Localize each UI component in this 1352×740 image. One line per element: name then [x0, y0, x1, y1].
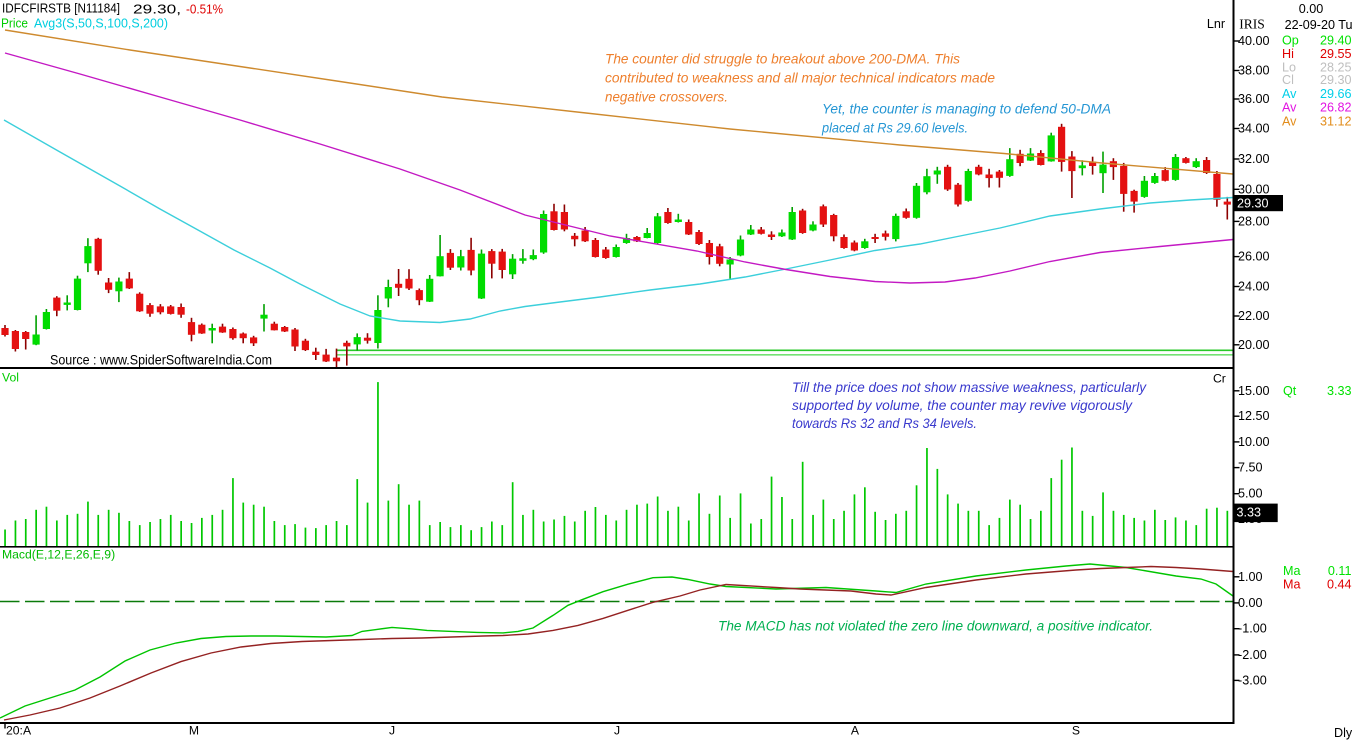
- svg-text:-3.00: -3.00: [1238, 673, 1267, 687]
- svg-text:-0.51%: -0.51%: [186, 2, 223, 17]
- svg-text:IDFCFIRSTB [N11184]: IDFCFIRSTB [N11184]: [2, 2, 120, 16]
- svg-text:Lnr: Lnr: [1207, 17, 1225, 31]
- svg-text:Source : www.SpiderSoftwareInd: Source : www.SpiderSoftwareIndia.Com: [50, 353, 272, 368]
- svg-text:Ma: Ma: [1283, 577, 1301, 591]
- svg-text:12.50: 12.50: [1238, 409, 1270, 423]
- svg-text:7.50: 7.50: [1238, 461, 1263, 475]
- svg-text:3.33: 3.33: [1237, 506, 1262, 520]
- svg-text:Lo: Lo: [1282, 61, 1296, 75]
- svg-text:Av: Av: [1282, 87, 1297, 101]
- svg-text:38.00: 38.00: [1238, 64, 1270, 78]
- svg-text:20.00: 20.00: [1238, 338, 1270, 352]
- svg-text:Hi: Hi: [1282, 47, 1294, 61]
- svg-text:The counter did struggle to br: The counter did struggle to breakout abo…: [605, 51, 960, 67]
- svg-text:0.44: 0.44: [1327, 577, 1352, 591]
- svg-text:Till the price does not show m: Till the price does not show massive wea…: [792, 380, 1147, 395]
- svg-text:placed at Rs 29.60 levels.: placed at Rs 29.60 levels.: [821, 120, 968, 136]
- svg-text:Vol: Vol: [2, 371, 19, 385]
- svg-text:29.30: 29.30: [1320, 73, 1352, 87]
- svg-text:28.25: 28.25: [1320, 61, 1352, 75]
- svg-text:Avg3(S,50,S,100,S,200): Avg3(S,50,S,100,S,200): [34, 16, 168, 31]
- svg-text:29.66: 29.66: [1320, 87, 1352, 101]
- svg-text:36.00: 36.00: [1238, 92, 1270, 106]
- svg-text:Cr: Cr: [1213, 372, 1226, 386]
- svg-text:3.33: 3.33: [1327, 384, 1352, 398]
- svg-text:24.00: 24.00: [1238, 280, 1270, 294]
- svg-text:contributed to weakness and al: contributed to weakness and all major te…: [605, 70, 995, 86]
- svg-text:Price: Price: [1, 16, 28, 31]
- svg-text:40.00: 40.00: [1238, 34, 1270, 48]
- svg-text:29.40: 29.40: [1320, 34, 1352, 48]
- svg-text:-2.00: -2.00: [1238, 648, 1267, 662]
- svg-text:S: S: [1072, 724, 1080, 738]
- svg-text:5.00: 5.00: [1238, 487, 1263, 501]
- svg-text:22-09-20 Tue: 22-09-20 Tue: [1285, 18, 1352, 32]
- svg-text:negative crossovers.: negative crossovers.: [605, 89, 728, 105]
- svg-text:26.00: 26.00: [1238, 250, 1270, 264]
- svg-text:Dly: Dly: [1334, 726, 1352, 740]
- svg-text:Macd(E,12,E,26,E,9): Macd(E,12,E,26,E,9): [2, 548, 115, 562]
- svg-text:31.12: 31.12: [1320, 115, 1352, 129]
- svg-text:1.00: 1.00: [1238, 570, 1263, 584]
- svg-text:32.00: 32.00: [1238, 152, 1270, 166]
- svg-text:M: M: [189, 724, 199, 738]
- svg-text:30.00: 30.00: [1238, 182, 1270, 196]
- svg-text:Op: Op: [1282, 34, 1299, 48]
- svg-text:IRIS: IRIS: [1239, 17, 1265, 32]
- svg-text:Qt: Qt: [1283, 384, 1297, 398]
- svg-text:15.00: 15.00: [1238, 384, 1270, 398]
- svg-text:22.00: 22.00: [1238, 309, 1270, 323]
- svg-text:34.00: 34.00: [1238, 122, 1270, 136]
- svg-text:J: J: [389, 724, 395, 738]
- svg-text:Ma: Ma: [1283, 564, 1301, 578]
- svg-text:A: A: [851, 724, 860, 738]
- svg-text:29.30,: 29.30,: [133, 2, 181, 17]
- svg-text:Av: Av: [1282, 115, 1297, 129]
- svg-text:28.00: 28.00: [1238, 214, 1270, 228]
- svg-text:20:A: 20:A: [6, 724, 32, 738]
- svg-text:10.00: 10.00: [1238, 435, 1270, 449]
- svg-text:towards Rs 32 and Rs 34 levels: towards Rs 32 and Rs 34 levels.: [792, 416, 977, 431]
- svg-text:29.55: 29.55: [1320, 47, 1352, 61]
- svg-text:-1.00: -1.00: [1238, 622, 1267, 636]
- svg-text:Cl: Cl: [1282, 73, 1294, 87]
- svg-text:0.00: 0.00: [1238, 596, 1263, 610]
- svg-text:Av: Av: [1282, 101, 1297, 115]
- svg-text:supported by volume, the count: supported by volume, the counter may rev…: [792, 398, 1133, 413]
- svg-text:Yet, the counter is managing t: Yet, the counter is managing to defend 5…: [822, 101, 1111, 117]
- svg-text:0.00: 0.00: [1299, 2, 1324, 16]
- svg-text:29.30: 29.30: [1237, 196, 1269, 210]
- svg-text:26.82: 26.82: [1320, 101, 1352, 115]
- svg-text:0.11: 0.11: [1328, 564, 1352, 578]
- svg-text:J: J: [614, 724, 620, 738]
- svg-text:The MACD has not violated the: The MACD has not violated the zero line …: [718, 619, 1153, 634]
